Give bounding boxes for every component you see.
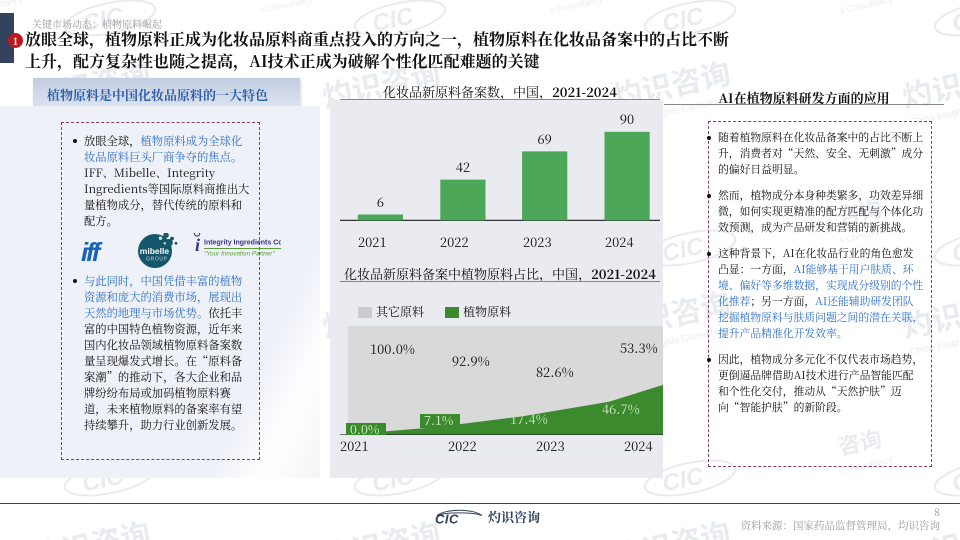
svg-text:69: 69 <box>538 129 552 148</box>
svg-text:46.7%: 46.7% <box>602 399 640 418</box>
svg-text:7.1%: 7.1% <box>424 411 453 429</box>
svg-text:Integrity Ingredients Corporat: Integrity Ingredients Corporation <box>204 240 281 247</box>
svg-text:0.0%: 0.0% <box>350 420 379 435</box>
svg-text:17.4%: 17.4% <box>510 409 548 428</box>
svg-text:53.3%: 53.3% <box>620 338 658 357</box>
svg-text:i: i <box>195 235 200 255</box>
svg-text:"Your Innovation Partner": "Your Innovation Partner" <box>204 251 275 258</box>
svg-text:42: 42 <box>456 157 470 176</box>
svg-text:100.0%: 100.0% <box>370 339 415 358</box>
svg-text:mibelle: mibelle <box>140 246 170 256</box>
svg-text:iff: iff <box>81 237 103 267</box>
svg-text:92.9%: 92.9% <box>452 351 490 370</box>
svg-text:GROUP: GROUP <box>146 257 168 263</box>
svg-text:82.6%: 82.6% <box>536 362 574 381</box>
svg-text:90: 90 <box>620 109 634 128</box>
svg-text:6: 6 <box>377 192 384 211</box>
